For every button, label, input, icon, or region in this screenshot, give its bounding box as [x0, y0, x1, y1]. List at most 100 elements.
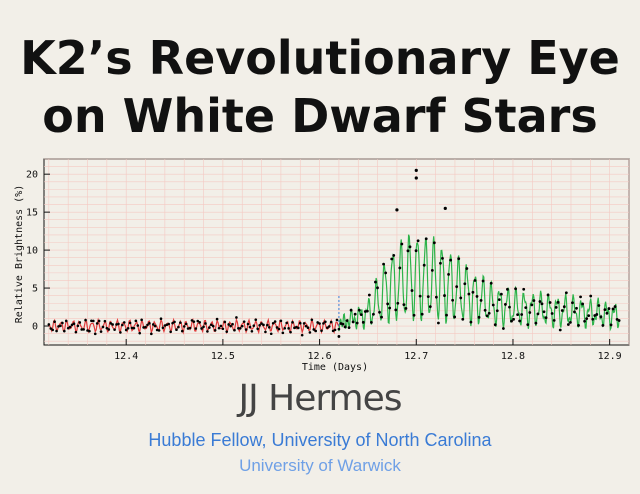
data-point: [190, 319, 194, 322]
data-point: [64, 319, 68, 323]
data-point: [404, 307, 408, 310]
data-point: [469, 320, 473, 324]
data-point: [192, 320, 196, 323]
data-point: [564, 291, 568, 295]
data-point: [107, 328, 111, 331]
data-point: [558, 328, 562, 332]
data-point: [287, 327, 290, 330]
data-point: [376, 286, 379, 290]
data-point: [396, 301, 400, 305]
data-point: [540, 302, 544, 306]
data-point: [473, 279, 477, 282]
data-point: [97, 319, 101, 323]
data-point: [256, 327, 259, 331]
data-point: [491, 303, 495, 307]
data-point: [155, 328, 159, 332]
data-point: [88, 329, 91, 333]
data-point: [508, 305, 511, 309]
data-point: [532, 299, 536, 302]
data-point: [109, 322, 113, 325]
data-point: [392, 254, 396, 257]
data-point: [428, 305, 432, 309]
data-point: [579, 295, 582, 299]
data-point: [402, 303, 406, 306]
data-point: [202, 325, 205, 329]
data-point: [242, 320, 246, 323]
data-point: [481, 279, 485, 283]
data-point: [571, 301, 574, 305]
data-point: [215, 317, 219, 321]
data-point: [182, 325, 186, 328]
data-point: [451, 298, 455, 302]
data-point: [221, 327, 225, 331]
data-point: [312, 328, 316, 331]
data-point: [269, 332, 273, 336]
data-point: [617, 319, 621, 322]
data-point: [231, 322, 234, 326]
data-point: [367, 293, 371, 297]
data-point: [238, 326, 242, 330]
data-point: [380, 315, 383, 319]
data-point-outlier: [443, 206, 447, 210]
data-point: [93, 332, 97, 336]
data-point: [591, 317, 595, 321]
data-point: [530, 303, 534, 307]
data-point: [611, 307, 615, 311]
data-point: [461, 317, 465, 321]
data-point: [266, 323, 269, 327]
data-point: [49, 327, 53, 330]
data-point-outlier: [395, 208, 399, 212]
data-point: [349, 308, 353, 312]
data-point: [477, 315, 481, 319]
y-tick-label: 10: [26, 246, 38, 257]
data-point: [136, 324, 140, 327]
data-point: [72, 322, 76, 326]
data-point: [329, 320, 333, 324]
data-point: [180, 329, 184, 333]
data-point-outlier: [414, 168, 418, 172]
data-point: [453, 315, 457, 319]
data-point: [300, 333, 304, 337]
data-point: [347, 326, 351, 329]
data-point: [471, 290, 475, 294]
data-point: [171, 321, 174, 325]
data-point: [61, 321, 64, 325]
data-point: [439, 261, 442, 265]
data-point: [76, 324, 80, 328]
data-point: [374, 280, 377, 284]
data-point: [398, 266, 402, 270]
data-point: [198, 321, 201, 324]
data-point: [258, 324, 261, 327]
data-point: [516, 313, 520, 316]
data-point: [573, 310, 576, 314]
data-point: [510, 319, 513, 323]
author-name: JJ Hermes: [238, 378, 402, 419]
data-point: [489, 281, 493, 285]
data-point: [151, 323, 155, 326]
data-point: [90, 319, 93, 323]
data-point: [225, 330, 229, 333]
data-point: [459, 296, 463, 300]
data-point: [314, 329, 318, 333]
data-point: [595, 313, 599, 316]
data-point: [184, 322, 188, 326]
data-point: [74, 330, 78, 334]
data-point: [390, 257, 394, 261]
data-point: [526, 323, 530, 326]
data-point: [122, 321, 126, 324]
slide-title-line-2: on White Dwarf Stars: [42, 89, 598, 143]
data-point: [556, 300, 560, 304]
data-point: [589, 294, 593, 298]
data-point: [84, 318, 87, 322]
data-point: [518, 319, 522, 323]
data-point: [66, 326, 70, 330]
data-point: [465, 267, 469, 270]
data-point: [424, 237, 428, 241]
data-point: [585, 317, 589, 320]
data-point: [400, 242, 404, 246]
x-tick-label: 12.8: [501, 351, 525, 362]
data-point: [581, 302, 584, 306]
data-point: [569, 320, 572, 324]
data-point: [536, 312, 540, 316]
x-axis-ticks: 12.4 12.5 12.6 12.7 12.8 12.9: [114, 339, 622, 362]
